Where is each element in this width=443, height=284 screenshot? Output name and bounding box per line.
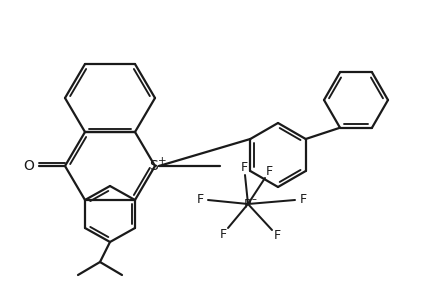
Text: F: F [197,193,204,206]
Text: +: + [158,156,166,166]
Text: F: F [299,193,307,206]
Text: O: O [23,159,35,173]
Text: F: F [219,228,226,241]
Text: P: P [244,197,252,210]
Text: –: – [252,194,256,204]
Text: F: F [241,160,248,174]
Text: S: S [150,159,159,173]
Text: F: F [266,165,273,178]
Text: F: F [274,229,281,242]
